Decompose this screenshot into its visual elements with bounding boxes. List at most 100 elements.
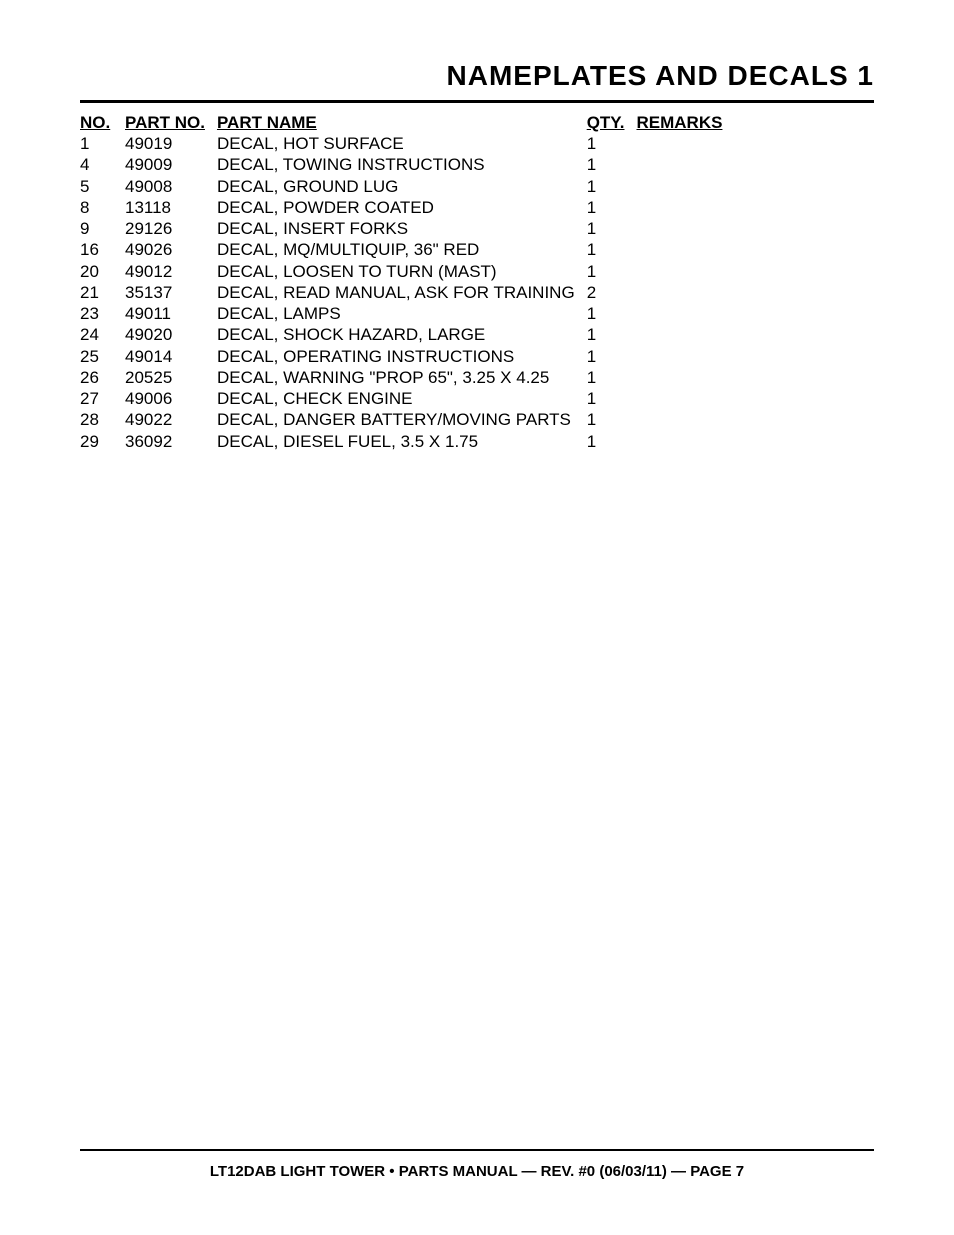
cell-partno: 49011 bbox=[125, 303, 217, 324]
cell-no: 25 bbox=[80, 346, 125, 367]
cell-qty: 1 bbox=[587, 346, 637, 367]
cell-partno: 36092 bbox=[125, 431, 217, 452]
cell-no: 9 bbox=[80, 218, 125, 239]
cell-remarks bbox=[636, 197, 734, 218]
cell-partname: DECAL, SHOCK HAZARD, LARGE bbox=[217, 324, 587, 345]
parts-table-body: 149019DECAL, HOT SURFACE1449009DECAL, TO… bbox=[80, 133, 734, 452]
cell-remarks bbox=[636, 409, 734, 430]
cell-remarks bbox=[636, 324, 734, 345]
cell-partname: DECAL, DANGER BATTERY/MOVING PARTS bbox=[217, 409, 587, 430]
col-header-partname: PART NAME bbox=[217, 113, 587, 133]
cell-remarks bbox=[636, 261, 734, 282]
cell-remarks bbox=[636, 431, 734, 452]
cell-no: 1 bbox=[80, 133, 125, 154]
cell-qty: 1 bbox=[587, 303, 637, 324]
cell-remarks bbox=[636, 176, 734, 197]
cell-qty: 1 bbox=[587, 197, 637, 218]
cell-partno: 49020 bbox=[125, 324, 217, 345]
cell-remarks bbox=[636, 367, 734, 388]
table-row: 813118DECAL, POWDER COATED1 bbox=[80, 197, 734, 218]
table-row: 2936092DECAL, DIESEL FUEL, 3.5 X 1.751 bbox=[80, 431, 734, 452]
cell-remarks bbox=[636, 303, 734, 324]
cell-qty: 1 bbox=[587, 239, 637, 260]
cell-partname: DECAL, POWDER COATED bbox=[217, 197, 587, 218]
cell-partname: DECAL, LOOSEN TO TURN (MAST) bbox=[217, 261, 587, 282]
cell-remarks bbox=[636, 346, 734, 367]
cell-partno: 35137 bbox=[125, 282, 217, 303]
table-row: 2549014DECAL, OPERATING INSTRUCTIONS1 bbox=[80, 346, 734, 367]
cell-partname: DECAL, INSERT FORKS bbox=[217, 218, 587, 239]
cell-partname: DECAL, HOT SURFACE bbox=[217, 133, 587, 154]
cell-no: 5 bbox=[80, 176, 125, 197]
footer-rule bbox=[80, 1149, 874, 1151]
cell-partname: DECAL, TOWING INSTRUCTIONS bbox=[217, 154, 587, 175]
cell-no: 21 bbox=[80, 282, 125, 303]
cell-partname: DECAL, GROUND LUG bbox=[217, 176, 587, 197]
col-header-remarks: REMARKS bbox=[636, 113, 734, 133]
cell-partname: DECAL, CHECK ENGINE bbox=[217, 388, 587, 409]
table-row: 2049012DECAL, LOOSEN TO TURN (MAST)1 bbox=[80, 261, 734, 282]
col-header-no: NO. bbox=[80, 113, 125, 133]
table-row: 2749006DECAL, CHECK ENGINE1 bbox=[80, 388, 734, 409]
cell-qty: 2 bbox=[587, 282, 637, 303]
cell-no: 27 bbox=[80, 388, 125, 409]
cell-partname: DECAL, MQ/MULTIQUIP, 36" RED bbox=[217, 239, 587, 260]
cell-no: 24 bbox=[80, 324, 125, 345]
cell-remarks bbox=[636, 133, 734, 154]
table-row: 2135137DECAL, READ MANUAL, ASK FOR TRAIN… bbox=[80, 282, 734, 303]
table-row: 1649026DECAL, MQ/MULTIQUIP, 36" RED1 bbox=[80, 239, 734, 260]
cell-remarks bbox=[636, 218, 734, 239]
cell-no: 23 bbox=[80, 303, 125, 324]
cell-partno: 49014 bbox=[125, 346, 217, 367]
cell-qty: 1 bbox=[587, 324, 637, 345]
cell-qty: 1 bbox=[587, 218, 637, 239]
cell-qty: 1 bbox=[587, 176, 637, 197]
cell-partno: 29126 bbox=[125, 218, 217, 239]
table-header-row: NO. PART NO. PART NAME QTY. REMARKS bbox=[80, 113, 734, 133]
cell-no: 28 bbox=[80, 409, 125, 430]
cell-partname: DECAL, LAMPS bbox=[217, 303, 587, 324]
table-row: 149019DECAL, HOT SURFACE1 bbox=[80, 133, 734, 154]
table-row: 929126DECAL, INSERT FORKS1 bbox=[80, 218, 734, 239]
cell-remarks bbox=[636, 388, 734, 409]
cell-partno: 49026 bbox=[125, 239, 217, 260]
cell-remarks bbox=[636, 282, 734, 303]
cell-no: 4 bbox=[80, 154, 125, 175]
cell-qty: 1 bbox=[587, 133, 637, 154]
cell-partno: 20525 bbox=[125, 367, 217, 388]
cell-qty: 1 bbox=[587, 409, 637, 430]
cell-partno: 49006 bbox=[125, 388, 217, 409]
cell-partno: 49022 bbox=[125, 409, 217, 430]
cell-partname: DECAL, WARNING "PROP 65", 3.25 X 4.25 bbox=[217, 367, 587, 388]
table-row: 2849022DECAL, DANGER BATTERY/MOVING PART… bbox=[80, 409, 734, 430]
cell-remarks bbox=[636, 154, 734, 175]
cell-qty: 1 bbox=[587, 431, 637, 452]
cell-no: 8 bbox=[80, 197, 125, 218]
cell-partno: 49019 bbox=[125, 133, 217, 154]
cell-partno: 13118 bbox=[125, 197, 217, 218]
cell-partno: 49012 bbox=[125, 261, 217, 282]
col-header-qty: QTY. bbox=[587, 113, 637, 133]
cell-no: 16 bbox=[80, 239, 125, 260]
cell-partname: DECAL, READ MANUAL, ASK FOR TRAINING bbox=[217, 282, 587, 303]
cell-qty: 1 bbox=[587, 154, 637, 175]
table-row: 449009DECAL, TOWING INSTRUCTIONS1 bbox=[80, 154, 734, 175]
cell-no: 29 bbox=[80, 431, 125, 452]
col-header-partno: PART NO. bbox=[125, 113, 217, 133]
cell-partno: 49009 bbox=[125, 154, 217, 175]
cell-qty: 1 bbox=[587, 261, 637, 282]
cell-no: 20 bbox=[80, 261, 125, 282]
cell-partname: DECAL, OPERATING INSTRUCTIONS bbox=[217, 346, 587, 367]
cell-qty: 1 bbox=[587, 388, 637, 409]
cell-remarks bbox=[636, 239, 734, 260]
cell-partno: 49008 bbox=[125, 176, 217, 197]
parts-table: NO. PART NO. PART NAME QTY. REMARKS 1490… bbox=[80, 113, 734, 452]
cell-partname: DECAL, DIESEL FUEL, 3.5 X 1.75 bbox=[217, 431, 587, 452]
page-title: NAMEPLATES AND DECALS 1 bbox=[80, 60, 874, 103]
footer-text: LT12DAB LIGHT TOWER • PARTS MANUAL — REV… bbox=[80, 1163, 874, 1180]
cell-qty: 1 bbox=[587, 367, 637, 388]
table-row: 549008DECAL, GROUND LUG1 bbox=[80, 176, 734, 197]
cell-no: 26 bbox=[80, 367, 125, 388]
table-row: 2349011DECAL, LAMPS1 bbox=[80, 303, 734, 324]
table-row: 2620525DECAL, WARNING "PROP 65", 3.25 X … bbox=[80, 367, 734, 388]
